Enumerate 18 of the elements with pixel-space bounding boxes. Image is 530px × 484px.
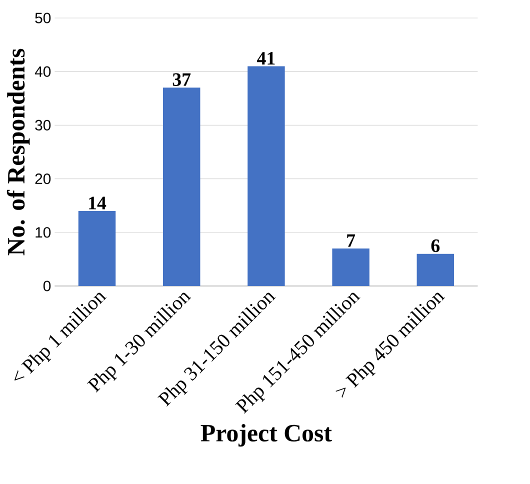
- bar: [162, 88, 200, 286]
- y-tick-label: 20: [35, 173, 51, 184]
- data-label: 7: [347, 234, 356, 247]
- data-label: 14: [89, 196, 106, 210]
- bar: [416, 254, 454, 286]
- y-tick-label: 40: [34, 66, 51, 77]
- data-label: 37: [172, 73, 191, 86]
- y-axis-title: No. of Respondents: [6, 48, 30, 256]
- bar: [78, 210, 116, 286]
- y-tick-label: 0: [43, 280, 51, 292]
- y-tick-label: 10: [36, 227, 51, 238]
- y-tick-label: 30: [35, 120, 51, 130]
- data-label: 6: [431, 239, 440, 252]
- y-tick-label: 50: [35, 12, 51, 24]
- bar: [332, 248, 370, 286]
- x-axis-title: Project Cost: [200, 424, 332, 447]
- data-label: 41: [257, 52, 275, 65]
- bar: [248, 66, 285, 286]
